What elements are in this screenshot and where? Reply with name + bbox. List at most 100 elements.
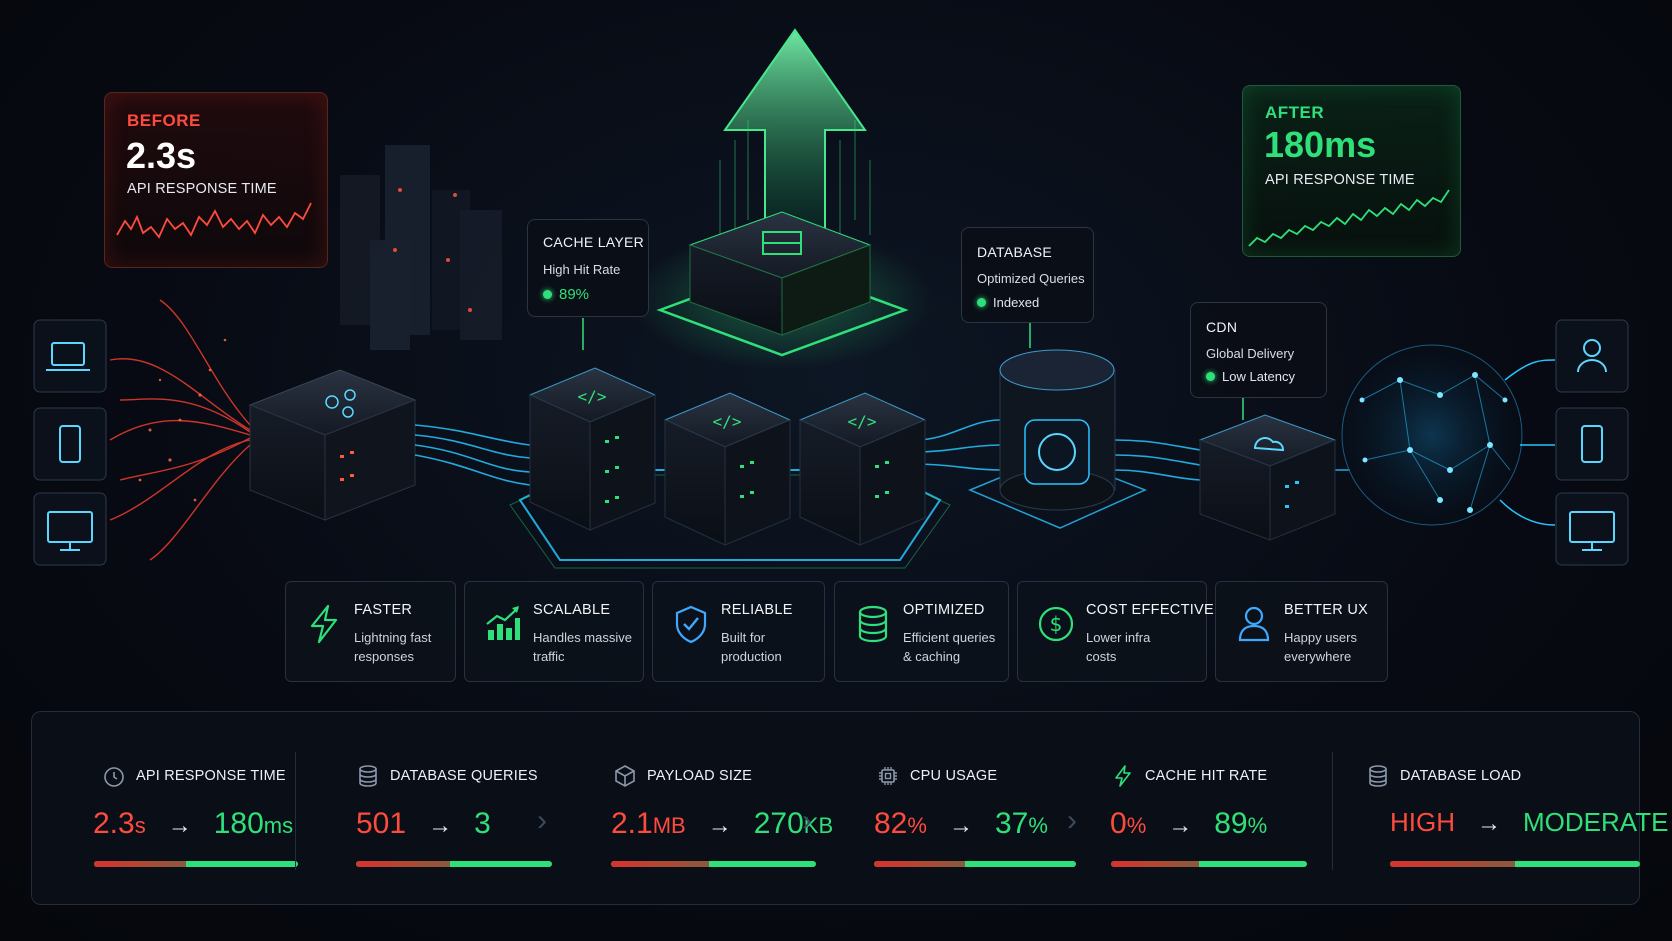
metric-label: DATABASE QUERIES [390, 768, 538, 784]
metrics-panel: API RESPONSE TIME 2.3s → 180ms DATABASE … [31, 711, 1668, 906]
svg-text:</>: </> [848, 412, 877, 431]
app-server-3: </> [798, 392, 927, 546]
metric-values: 2.1MB → 270KB [611, 807, 833, 841]
status-dot [1206, 372, 1215, 381]
cache-server-stack [656, 211, 909, 357]
green-up-arrow [719, 28, 871, 240]
after-value: 180ms [1264, 124, 1377, 165]
feature-cost-effective: $ COST EFFECTIVE Lower infra costs [1017, 581, 1214, 682]
app-server-2: </> [663, 392, 792, 546]
cache-layer-card: CACHE LAYER High Hit Rate 89% [527, 219, 649, 317]
divider [295, 752, 296, 870]
phone-icon [59, 425, 81, 463]
metric-after: 270KB [753, 807, 834, 840]
cdn-title: CDN [1206, 319, 1238, 335]
arrow-right-icon: → [428, 812, 453, 839]
svg-text:</>: </> [578, 387, 607, 406]
feature-title: COST EFFECTIVE [1086, 602, 1215, 618]
feature-title: OPTIMIZED [903, 602, 985, 618]
cache-title: CACHE LAYER [543, 234, 645, 250]
cdn-status: Low Latency [1206, 369, 1295, 384]
metric-header: CPU USAGE [876, 764, 997, 788]
laptop-icon [51, 342, 85, 366]
chevron-right-icon: › [1067, 804, 1077, 837]
database-icon [359, 765, 377, 787]
metric-progress-bar [94, 861, 298, 867]
metric-progress-bar [1390, 861, 1640, 867]
metric-before: 501 [356, 807, 407, 840]
user-icon [1583, 339, 1601, 357]
globe [1341, 344, 1556, 526]
before-sparkline [116, 202, 312, 239]
metric-progress-bar [356, 861, 552, 867]
feature-title: SCALABLE [533, 602, 611, 618]
metric-database-load: DATABASE LOAD HIGH → MODERATE [1362, 712, 1668, 906]
arrow-right-icon: → [1168, 812, 1193, 839]
arrow-right-icon: → [707, 812, 732, 839]
feature-desc: Efficient queries & caching [903, 630, 996, 664]
metric-header: CACHE HIT RATE [1111, 764, 1267, 788]
database-icon [1369, 765, 1387, 787]
after-sparkline [1248, 189, 1450, 247]
feature-desc: Lower infra costs [1086, 630, 1151, 664]
cpu-icon [879, 767, 897, 785]
red-traffic-lines [109, 299, 251, 561]
cdn-card: CDN Global Delivery Low Latency [1190, 302, 1327, 398]
status-dot [543, 290, 552, 299]
lightning-icon [1115, 765, 1131, 787]
database-line: Optimized Queries [977, 271, 1085, 286]
cdn-status-value: Low Latency [1222, 369, 1295, 384]
svg-text:$: $ [1050, 612, 1063, 636]
package-icon [615, 765, 635, 787]
chevron-right-icon: › [537, 804, 547, 837]
after-card: AFTER 180ms API RESPONSE TIME [1242, 85, 1461, 257]
cdn-server [1198, 414, 1337, 541]
metric-values: HIGH → MODERATE [1390, 807, 1668, 838]
metric-cache-hit-rate: CACHE HIT RATE 0% → 89% [1107, 712, 1347, 906]
before-caption: API RESPONSE TIME [127, 181, 277, 197]
feature-optimized: OPTIMIZED Efficient queries & caching [834, 581, 1009, 682]
feature-title: BETTER UX [1284, 602, 1369, 618]
feature-scalable: SCALABLE Handles massive traffic [464, 581, 644, 682]
metric-after: MODERATE [1523, 807, 1669, 837]
metric-cpu-usage: CPU USAGE 82% → 37% [842, 712, 1082, 906]
metric-values: 501 → 3 [356, 807, 491, 841]
metric-label: PAYLOAD SIZE [647, 768, 753, 784]
metric-after: 180ms [213, 807, 294, 840]
metric-database-queries: DATABASE QUERIES 501 → 3 [322, 712, 552, 906]
metric-before: 0% [1110, 807, 1147, 840]
metric-before: 2.1MB [611, 807, 686, 840]
database-status: Indexed [977, 295, 1039, 310]
dollar-icon: $ [1038, 606, 1074, 642]
device-frames-left [33, 319, 107, 566]
arrow-right-icon: → [1477, 810, 1501, 837]
before-value: 2.3s [126, 135, 197, 176]
metric-label: API RESPONSE TIME [136, 768, 286, 784]
app-server-1: </> [528, 367, 657, 531]
metric-values: 82% → 37% [874, 807, 1048, 841]
feature-desc: Built for production [721, 630, 782, 664]
metric-before: 82% [874, 807, 927, 840]
metric-label: CPU USAGE [910, 768, 998, 784]
load-balancer-server [248, 369, 417, 521]
database-icon [858, 605, 888, 643]
device-frames-right [1555, 319, 1629, 566]
status-dot [977, 298, 986, 307]
metric-header: DATABASE LOAD [1366, 764, 1521, 788]
before-label: BEFORE [127, 111, 201, 130]
metric-label: DATABASE LOAD [1400, 768, 1522, 784]
city-buildings [340, 145, 502, 350]
database-status-value: Indexed [993, 295, 1040, 310]
feature-faster: FASTER Lightning fast responses [285, 581, 456, 682]
metric-after: 37% [994, 807, 1048, 840]
metric-label: CACHE HIT RATE [1145, 768, 1268, 784]
metric-values: 2.3s → 180ms [93, 807, 293, 841]
lightning-icon [310, 604, 338, 644]
metric-progress-bar [874, 861, 1076, 867]
metric-before: HIGH [1390, 807, 1455, 837]
arrow-right-icon: → [167, 812, 192, 839]
feature-desc: Lightning fast responses [354, 630, 432, 664]
metric-after: 89% [1214, 807, 1268, 840]
cache-status-value: 89% [559, 286, 590, 303]
feature-better-ux: BETTER UX Happy users everywhere [1215, 581, 1388, 682]
